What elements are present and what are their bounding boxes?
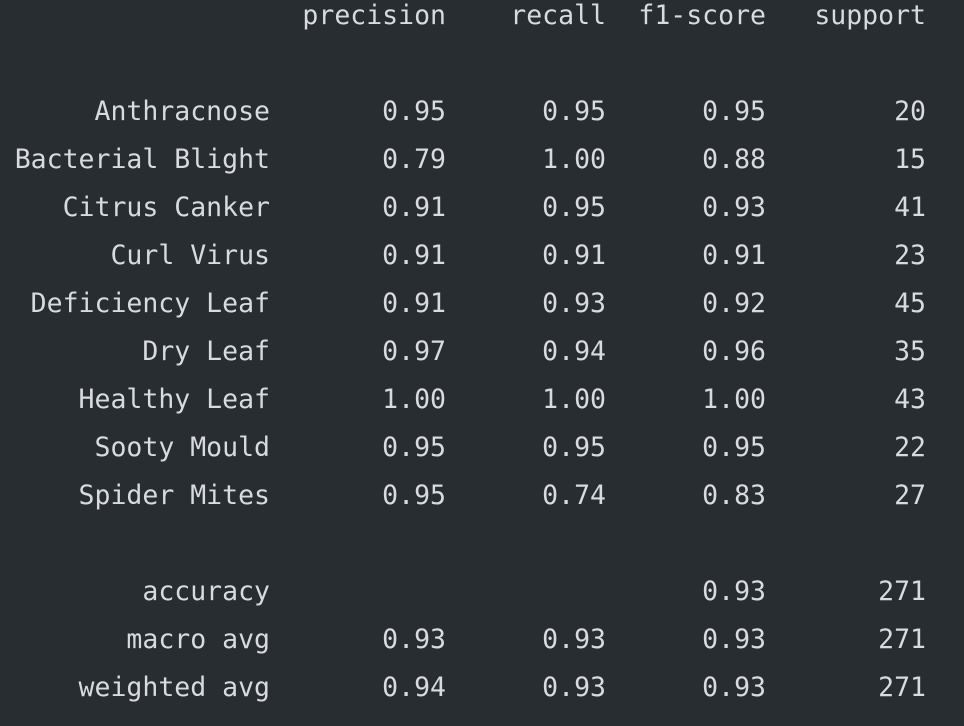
row-support: 43 [894, 384, 926, 415]
row-label: Anthracnose [94, 96, 271, 127]
row-precision: 1.00 [382, 384, 446, 415]
row-recall: 0.74 [542, 480, 606, 511]
row-f1: 0.96 [702, 336, 766, 367]
row-precision: 0.93 [382, 624, 446, 655]
row-f1: 1.00 [702, 384, 766, 415]
row-label: weighted avg [78, 672, 270, 703]
table-row: Sooty Mould 0.95 0.95 0.95 22 [0, 424, 964, 472]
row-label: macro avg [126, 624, 270, 655]
row-label: Spider Mites [78, 480, 270, 511]
row-precision: 0.79 [382, 144, 446, 175]
row-f1: 0.95 [702, 96, 766, 127]
row-f1: 0.93 [702, 624, 766, 655]
summary-row-macro-avg: macro avg 0.93 0.93 0.93 271 [0, 616, 964, 664]
row-recall: 0.95 [542, 96, 606, 127]
row-label: accuracy [142, 576, 270, 607]
row-support: 23 [894, 240, 926, 271]
row-support: 20 [894, 96, 926, 127]
row-support: 45 [894, 288, 926, 319]
row-support: 27 [894, 480, 926, 511]
row-label: Healthy Leaf [78, 384, 270, 415]
row-support: 22 [894, 432, 926, 463]
row-recall: 0.93 [542, 288, 606, 319]
row-precision: 0.91 [382, 240, 446, 271]
row-precision: 0.97 [382, 336, 446, 367]
row-precision: 0.94 [382, 672, 446, 703]
table-row: Anthracnose 0.95 0.95 0.95 20 [0, 88, 964, 136]
summary-row-accuracy: accuracy 0.93 271 [0, 568, 964, 616]
row-f1: 0.95 [702, 432, 766, 463]
row-support: 271 [878, 672, 926, 703]
row-recall: 0.93 [542, 624, 606, 655]
row-support: 271 [878, 576, 926, 607]
row-support: 271 [878, 624, 926, 655]
row-f1: 0.83 [702, 480, 766, 511]
row-recall: 0.93 [542, 672, 606, 703]
row-label: Deficiency Leaf [30, 288, 270, 319]
row-recall: 0.95 [542, 192, 606, 223]
row-precision: 0.95 [382, 480, 446, 511]
row-label: Dry Leaf [142, 336, 270, 367]
table-row: Dry Leaf 0.97 0.94 0.96 35 [0, 328, 964, 376]
table-row: Bacterial Blight 0.79 1.00 0.88 15 [0, 136, 964, 184]
row-f1: 0.88 [702, 144, 766, 175]
row-recall: 0.95 [542, 432, 606, 463]
row-label: Bacterial Blight [14, 144, 270, 175]
row-label: Sooty Mould [94, 432, 271, 463]
row-f1: 0.91 [702, 240, 766, 271]
table-row: Citrus Canker 0.91 0.95 0.93 41 [0, 184, 964, 232]
row-precision: 0.91 [382, 192, 446, 223]
table-row: Healthy Leaf 1.00 1.00 1.00 43 [0, 376, 964, 424]
row-recall: 0.94 [542, 336, 606, 367]
row-support: 15 [894, 144, 926, 175]
row-support: 35 [894, 336, 926, 367]
row-f1: 0.93 [702, 192, 766, 223]
summary-row-weighted-avg: weighted avg 0.94 0.93 0.93 271 [0, 664, 964, 712]
table-row: Curl Virus 0.91 0.91 0.91 23 [0, 232, 964, 280]
row-f1: 0.92 [702, 288, 766, 319]
row-label: Curl Virus [110, 240, 270, 271]
header-recall: recall [510, 0, 606, 31]
header-f1-score: f1-score [638, 0, 766, 31]
table-row: Deficiency Leaf 0.91 0.93 0.92 45 [0, 280, 964, 328]
row-recall: 1.00 [542, 144, 606, 175]
header-precision: precision [302, 0, 446, 31]
row-precision: 0.91 [382, 288, 446, 319]
row-f1: 0.93 [702, 576, 766, 607]
header-support: support [814, 0, 926, 31]
row-support: 41 [894, 192, 926, 223]
row-label: Citrus Canker [62, 192, 270, 223]
row-recall: 0.91 [542, 240, 606, 271]
table-row: Spider Mites 0.95 0.74 0.83 27 [0, 472, 964, 520]
row-f1: 0.93 [702, 672, 766, 703]
row-recall: 1.00 [542, 384, 606, 415]
row-precision: 0.95 [382, 96, 446, 127]
header-row: precision recall f1-score support [0, 0, 964, 40]
row-precision: 0.95 [382, 432, 446, 463]
